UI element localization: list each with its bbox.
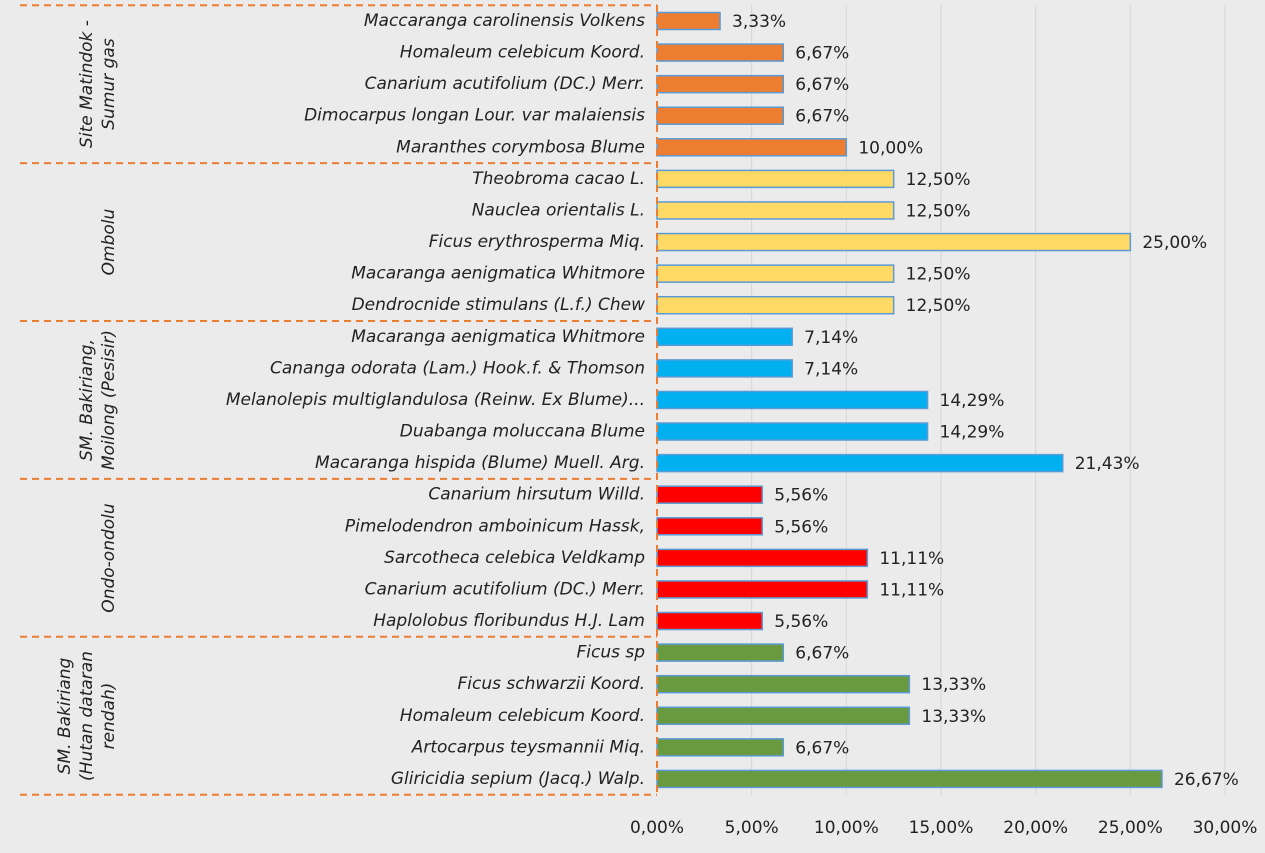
value-label: 10,00% bbox=[858, 138, 923, 158]
value-label: 6,67% bbox=[795, 644, 849, 664]
bar bbox=[656, 232, 1132, 252]
bar bbox=[656, 611, 764, 631]
bar bbox=[656, 548, 869, 568]
value-label: 3,33% bbox=[732, 12, 786, 32]
group-label: Ondo-ondolu bbox=[99, 503, 119, 613]
value-label: 12,50% bbox=[906, 170, 971, 190]
x-tick-label: 30,00% bbox=[1193, 818, 1258, 838]
value-label: 14,29% bbox=[940, 391, 1005, 411]
bar bbox=[656, 169, 895, 189]
category-label: Theobroma cacao L. bbox=[472, 169, 645, 189]
x-tick-label: 25,00% bbox=[1098, 818, 1163, 838]
x-tick-label: 5,00% bbox=[725, 818, 779, 838]
group-label: Site Matindok - Sumur gas bbox=[77, 20, 119, 149]
bar bbox=[656, 359, 793, 378]
bar bbox=[656, 485, 764, 504]
value-label: 11,11% bbox=[879, 580, 944, 600]
bar bbox=[656, 706, 911, 726]
bar bbox=[656, 390, 929, 410]
bar bbox=[656, 74, 785, 94]
value-label: 13,33% bbox=[921, 675, 986, 695]
x-tick-label: 10,00% bbox=[814, 818, 879, 838]
category-label: Gliricidia sepium (Jacq.) Walp. bbox=[391, 769, 645, 789]
group-label: SM. Bakiriang (Hutan dataran rendah) bbox=[55, 650, 119, 781]
category-label: Haplolobus floribundus H.J. Lam bbox=[373, 611, 645, 631]
bar bbox=[656, 453, 1064, 473]
category-label: Macaranga hispida (Blume) Muell. Arg. bbox=[315, 453, 645, 473]
bar bbox=[656, 327, 793, 347]
category-label: Macaranga aenigmatica Whitmore bbox=[351, 264, 645, 284]
bar bbox=[656, 517, 764, 536]
value-label: 11,11% bbox=[879, 549, 944, 569]
category-label: Homaleum celebicum Koord. bbox=[400, 706, 645, 726]
value-label: 13,33% bbox=[921, 707, 986, 727]
value-label: 25,00% bbox=[1142, 233, 1207, 253]
bar bbox=[656, 138, 848, 157]
x-tick-label: 0,00% bbox=[630, 818, 684, 838]
value-label: 5,56% bbox=[774, 612, 828, 632]
x-tick-label: 15,00% bbox=[909, 818, 974, 838]
category-label: Homaleum celebicum Koord. bbox=[400, 43, 645, 63]
category-label: Ficus erythrosperma Miq. bbox=[429, 232, 645, 252]
category-label: Maranthes corymbosa Blume bbox=[396, 137, 645, 157]
bar bbox=[656, 769, 1163, 789]
value-label: 6,67% bbox=[795, 738, 849, 758]
bar bbox=[656, 201, 895, 220]
group-label: SM. Bakiriang, Moilong (Pesisir) bbox=[77, 329, 119, 470]
bar bbox=[656, 106, 785, 125]
value-label: 26,67% bbox=[1174, 770, 1239, 790]
category-label: Pimelodendron amboinicum Hassk, bbox=[345, 516, 645, 536]
value-label: 6,67% bbox=[795, 44, 849, 64]
bar bbox=[656, 264, 895, 283]
bar bbox=[656, 580, 869, 599]
category-label: Dendrocnide stimulans (L.f.) Chew bbox=[352, 295, 645, 315]
value-label: 12,50% bbox=[906, 201, 971, 221]
category-label: Melanolepis multiglandulosa (Reinw. Ex B… bbox=[226, 390, 645, 410]
category-label: Dimocarpus longan Lour. var malaiensis bbox=[304, 106, 645, 126]
bar bbox=[656, 295, 895, 315]
category-label: Ficus sp bbox=[576, 643, 645, 663]
category-label: Ficus schwarzii Koord. bbox=[458, 674, 645, 694]
value-label: 12,50% bbox=[906, 296, 971, 316]
value-label: 5,56% bbox=[774, 486, 828, 506]
category-label: Duabanga moluccana Blume bbox=[400, 422, 645, 442]
bar bbox=[656, 738, 785, 757]
value-label: 21,43% bbox=[1075, 454, 1140, 474]
bar bbox=[656, 11, 721, 31]
x-tick-label: 20,00% bbox=[1003, 818, 1068, 838]
value-label: 6,67% bbox=[795, 75, 849, 95]
category-label: Cananga odorata (Lam.) Hook.f. & Thomson bbox=[270, 358, 645, 378]
group-label: Ombolu bbox=[99, 208, 119, 276]
category-label: Nauclea orientalis L. bbox=[472, 200, 645, 220]
bar bbox=[656, 643, 785, 662]
bar bbox=[656, 422, 929, 441]
value-label: 12,50% bbox=[906, 265, 971, 285]
category-label: Canarium hirsutum Willd. bbox=[428, 485, 645, 505]
category-label: Macaranga aenigmatica Whitmore bbox=[351, 327, 645, 347]
value-label: 5,56% bbox=[774, 517, 828, 537]
category-label: Canarium acutifolium (DC.) Merr. bbox=[365, 579, 645, 599]
value-label: 7,14% bbox=[804, 328, 858, 348]
category-label: Maccaranga carolinensis Volkens bbox=[364, 11, 645, 31]
bar bbox=[656, 674, 911, 694]
value-label: 14,29% bbox=[940, 423, 1005, 443]
value-label: 7,14% bbox=[804, 359, 858, 379]
value-label: 6,67% bbox=[795, 107, 849, 127]
category-label: Sarcotheca celebica Veldkamp bbox=[384, 548, 645, 568]
category-label: Canarium acutifolium (DC.) Merr. bbox=[365, 74, 645, 94]
category-label: Artocarpus teysmannii Miq. bbox=[411, 737, 645, 757]
bar bbox=[656, 43, 785, 62]
